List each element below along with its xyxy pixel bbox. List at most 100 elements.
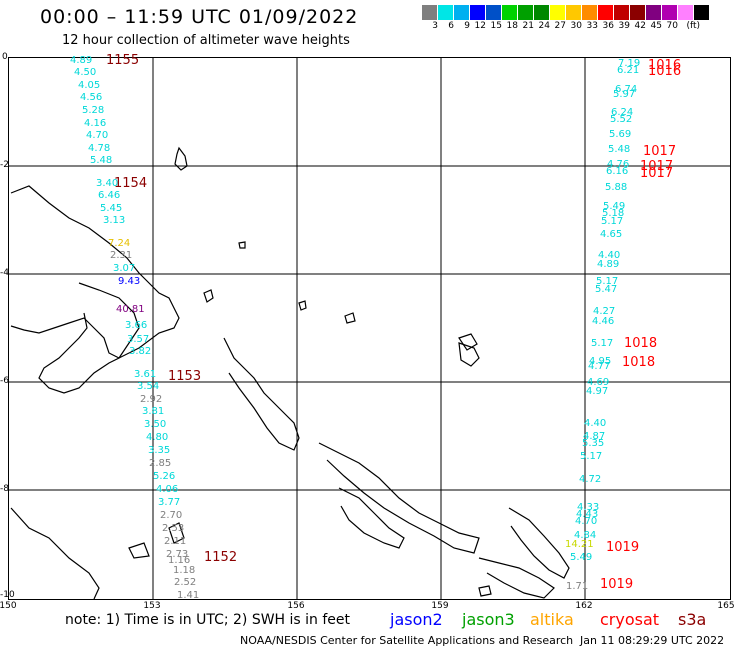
color-legend-label: 24 xyxy=(538,21,550,31)
color-legend-label: 33 xyxy=(586,21,598,31)
color-swatch xyxy=(566,5,582,20)
swh-label: 5.69 xyxy=(609,129,632,140)
swh-label: 5.45 xyxy=(100,203,123,214)
swh-label: 3.82 xyxy=(129,346,152,357)
peninsula-coast xyxy=(38,282,140,394)
swh-label: 4.89 xyxy=(70,55,93,66)
swh-label: 5.48 xyxy=(608,144,631,155)
swh-label: 4.77 xyxy=(588,361,611,372)
color-swatch xyxy=(614,5,630,20)
swh-label: 4.87 xyxy=(583,431,606,442)
swh-label: 5.17 xyxy=(580,451,603,462)
swh-label: 4.80 xyxy=(146,432,169,443)
swh-label: 3.35 xyxy=(148,445,171,456)
footnote: note: 1) Time is in UTC; 2) SWH is in fe… xyxy=(65,612,351,628)
swh-label: 5.17 xyxy=(596,276,619,287)
south-coast xyxy=(10,507,100,599)
swh-label: 4.16 xyxy=(84,118,107,129)
pressure-label: 1017 xyxy=(640,159,674,174)
color-legend-label: 18 xyxy=(506,21,518,31)
islet xyxy=(458,342,480,367)
pressure-label: 1016 xyxy=(648,64,682,79)
swh-label: 3.07 xyxy=(113,263,136,274)
swh-label: 5.28 xyxy=(82,105,105,116)
swh-label: 2.70 xyxy=(160,510,183,521)
swh-label: 2.53 xyxy=(162,523,185,534)
color-swatch xyxy=(646,5,662,20)
map-subtitle: 12 hour collection of altimeter wave hei… xyxy=(62,33,350,48)
color-legend-label: 36 xyxy=(602,21,614,31)
swh-label: 7.24 xyxy=(108,238,131,249)
swh-label: 4.89 xyxy=(597,259,620,270)
credit-text: NOAA/NESDIS Center for Satellite Applica… xyxy=(240,634,574,647)
bougainville-coast xyxy=(318,442,480,554)
map-panel xyxy=(8,57,731,600)
swh-label: 3.77 xyxy=(158,497,181,508)
pressure-label: 1018 xyxy=(622,355,656,370)
swh-label: 3.66 xyxy=(125,320,148,331)
color-swatch xyxy=(502,5,518,20)
y-tick: 0 xyxy=(2,52,8,62)
swh-label: 1.18 xyxy=(173,565,196,576)
swh-label: 5.52 xyxy=(610,114,633,125)
generated-timestamp: Jan 11 08:29:29 UTC 2022 xyxy=(580,634,725,647)
x-tick: 156 xyxy=(287,601,305,611)
color-swatch xyxy=(486,5,502,20)
swh-label: 2.92 xyxy=(140,394,163,405)
swh-label: 4.40 xyxy=(598,250,621,261)
satellite-altika: altika xyxy=(530,610,574,629)
color-swatch xyxy=(694,5,710,20)
swh-label: 2.85 xyxy=(149,458,172,469)
swh-label: 3.61 xyxy=(134,369,157,380)
color-swatch xyxy=(598,5,614,20)
color-legend-label: 45 xyxy=(650,21,662,31)
y-tick: -6 xyxy=(0,376,9,386)
swh-label: 3.13 xyxy=(103,215,126,226)
islet xyxy=(203,289,214,303)
x-tick: 165 xyxy=(717,601,735,611)
solomon-islands-coast xyxy=(508,507,570,579)
satellite-s3a: s3a xyxy=(678,610,707,629)
swh-label: 3.81 xyxy=(142,406,165,417)
swh-label: 4.40 xyxy=(584,418,607,429)
color-legend-label: 6 xyxy=(448,21,454,31)
new-ireland-coast xyxy=(223,337,300,451)
satellite-jason3: jason3 xyxy=(462,610,515,629)
swh-label: 3.57 xyxy=(127,334,150,345)
color-legend-label: 9 xyxy=(464,21,470,31)
swh-label: 6.74 xyxy=(615,84,638,95)
swh-label: 1.71 xyxy=(566,581,589,592)
swh-label: 4.95 xyxy=(589,356,612,367)
islet xyxy=(168,522,185,544)
pressure-label: 1019 xyxy=(606,540,640,555)
swh-label: 2.11 xyxy=(164,536,187,547)
swh-label: 7.19 xyxy=(618,58,641,69)
y-tick: -10 xyxy=(0,590,15,600)
swh-label: 4.69 xyxy=(587,377,610,388)
swh-label: 4.56 xyxy=(80,92,103,103)
islet xyxy=(174,146,188,171)
islet xyxy=(298,300,307,311)
swh-label: 5.49 xyxy=(570,552,593,563)
swh-label: 4.84 xyxy=(574,530,597,541)
islet xyxy=(478,585,492,597)
swh-label: 4.43 xyxy=(576,509,599,520)
swh-label: 5.35 xyxy=(582,438,605,449)
color-swatch xyxy=(678,5,694,20)
color-legend-label: 39 xyxy=(618,21,630,31)
swh-label: 4.70 xyxy=(86,130,109,141)
swh-label: 5.88 xyxy=(605,182,628,193)
color-legend-label: 21 xyxy=(522,21,534,31)
pressure-label: 1016 xyxy=(648,58,682,73)
x-tick: 159 xyxy=(431,601,449,611)
color-swatch xyxy=(662,5,678,20)
swh-label: 40.81 xyxy=(116,304,145,315)
swh-label: 5.17 xyxy=(591,338,614,349)
swh-label: 9.43 xyxy=(118,276,141,287)
swh-label: 5.18 xyxy=(602,208,625,219)
swh-label: 1.16 xyxy=(168,555,191,566)
islet xyxy=(128,542,150,559)
color-swatch xyxy=(470,5,486,20)
swh-label: 4.76 xyxy=(607,159,630,170)
color-swatch xyxy=(534,5,550,20)
